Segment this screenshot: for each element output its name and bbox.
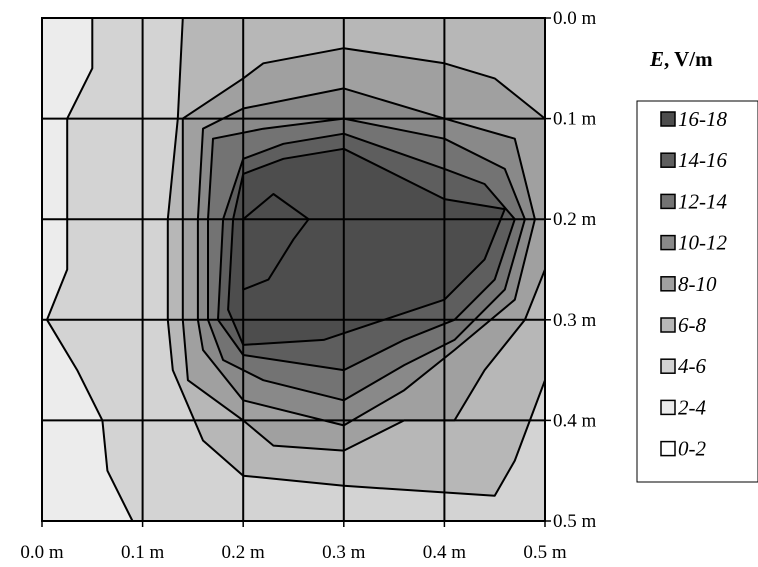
x-tick-label: 0.0 m [20, 542, 64, 563]
legend-label: 4-6 [678, 354, 706, 378]
contour-fills [42, 17, 546, 522]
legend-swatch [660, 234, 676, 251]
legend-box [636, 100, 758, 483]
y-tick-label: 0.5 m [553, 511, 597, 532]
legend-label: 0-2 [678, 437, 706, 461]
legend-label: 16-18 [678, 107, 727, 131]
y-tick-label: 0.0 m [553, 8, 597, 29]
x-tick-label: 0.4 m [423, 542, 467, 563]
y-tick-label: 0.4 m [553, 410, 597, 431]
legend-label: 10-12 [678, 231, 727, 255]
x-tick-label: 0.3 m [322, 542, 366, 563]
plot-border [41, 17, 546, 522]
y-tick-label: 0.1 m [553, 109, 597, 130]
x-axis-ticks: 0.0 m 0.1 m 0.2 m 0.3 m 0.4 m 0.5 m [20, 521, 567, 563]
legend-title: E, V/m [649, 47, 713, 71]
legend-swatch [660, 358, 676, 374]
legend-swatch [660, 193, 676, 210]
legend: 16-18 14-16 12-14 10-12 8-10 6-8 4-6 2-4 0-2 [660, 107, 727, 461]
legend-swatch [660, 152, 676, 168]
x-tick-label: 0.1 m [121, 542, 165, 563]
x-tick-label: 0.2 m [222, 542, 266, 563]
y-tick-label: 0.2 m [553, 209, 597, 230]
legend-label: 8-10 [678, 272, 717, 296]
legend-label: 2-4 [678, 395, 706, 419]
legend-swatch [660, 440, 676, 457]
grid-lines [42, 18, 545, 521]
y-tick-label: 0.3 m [553, 310, 597, 331]
x-tick-label: 0.5 m [523, 542, 567, 563]
legend-swatch [660, 317, 676, 333]
legend-label: 14-16 [678, 148, 727, 172]
y-axis-ticks: 0.0 m 0.1 m 0.2 m 0.3 m 0.4 m 0.5 m [545, 8, 597, 532]
legend-swatch [660, 111, 676, 127]
plot-frame [41, 17, 546, 522]
legend-swatch [660, 399, 676, 416]
legend-label: 12-14 [678, 189, 727, 213]
legend-swatch [660, 276, 676, 292]
legend-label: 6-8 [678, 313, 706, 337]
